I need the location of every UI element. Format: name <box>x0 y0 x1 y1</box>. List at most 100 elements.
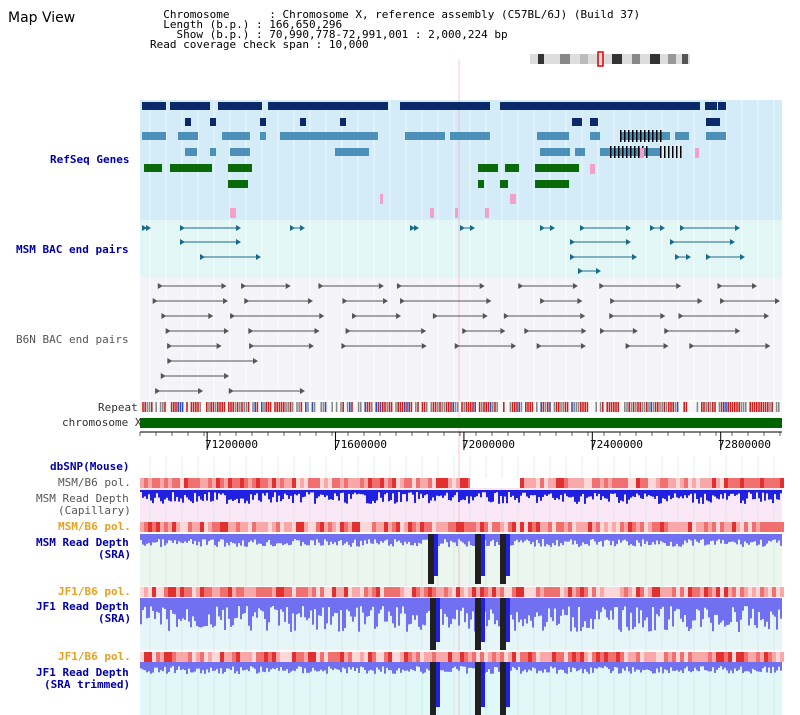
msm-b6-pol-strip-2 <box>248 522 252 532</box>
jf1-sra-depth-bar <box>714 598 716 615</box>
jf1-trimmed-depth-bar <box>674 662 676 671</box>
jf1-trimmed-depth-bar <box>696 662 698 671</box>
msm-b6-pol-strip-2 <box>672 522 676 532</box>
msm-capillary-depth-bar <box>532 490 534 496</box>
jf1-trimmed-depth-bar <box>562 662 564 671</box>
msm-capillary-depth-bar <box>152 490 154 504</box>
jf1-b6-pol-strip-2 <box>728 652 732 662</box>
msm-b6-pol-label-2[interactable]: MSM/B6 pol. <box>58 520 131 533</box>
jf1-trimmed-depth-bar <box>512 662 514 667</box>
msm-sra-depth-bar <box>560 534 562 544</box>
jf1-sra-depth-bar <box>758 598 760 612</box>
msm-b6-pol-strip-2 <box>520 522 524 532</box>
msm-b6-pol-strip-2 <box>548 522 552 532</box>
show-line: Show (b.p.) : 70,990,778-72,991,001 : 2,… <box>176 28 508 41</box>
jf1-sra-depth-bar <box>558 598 560 624</box>
jf1-sra-depth-bar <box>728 598 730 625</box>
msm-sra-depth-bar <box>526 534 528 540</box>
msm-b6-pol-strip <box>684 478 688 488</box>
jf1-b6-pol-strip <box>776 587 780 597</box>
jf1-b6-pol-strip <box>348 587 352 597</box>
repeat-mark <box>657 402 659 412</box>
repeat-mark <box>201 402 204 412</box>
msm-capillary-depth-bar <box>364 490 366 496</box>
jf1-trimmed-depth-bar <box>302 662 304 674</box>
jf1-sra-depth-bar <box>344 598 346 629</box>
msm-b6-pol-label-1[interactable]: MSM/B6 pol. <box>58 476 131 489</box>
msm-b6-pol-strip <box>172 478 176 488</box>
jf1-trimmed-depth-bar <box>168 662 170 672</box>
jf1-trimmed-depth-bar <box>216 662 218 670</box>
msm-sra-depth-bar <box>548 534 550 546</box>
b6n-bac-pair-end <box>581 328 587 334</box>
refseq-track-label[interactable]: RefSeq Genes <box>50 153 130 166</box>
msm-capillary-depth-bar <box>298 490 300 494</box>
jf1-b6-pol-strip <box>500 587 504 597</box>
msm-capillary-depth-bar <box>510 490 512 498</box>
repeat-mark <box>696 402 699 412</box>
jf1-trimmed-depth-bar <box>412 662 414 670</box>
jf1-b6-pol-strip <box>484 587 488 597</box>
msm-sra-depth-bar <box>716 534 718 541</box>
msm-bac-track-label[interactable]: MSM BAC end pairs <box>16 243 129 256</box>
jf1-trimmed-depth-bar <box>270 662 272 670</box>
jf1-sra-depth-bar <box>756 598 758 628</box>
jf1-b6-pol-label-1[interactable]: JF1/B6 pol. <box>58 585 131 598</box>
repeat-mark <box>263 402 265 412</box>
jf1-trimmed-depth-bar <box>146 662 148 673</box>
jf1-trimmed-depth-bar <box>268 662 270 672</box>
repeat-mark <box>219 402 221 412</box>
msm-b6-pol-strip-2 <box>192 522 196 532</box>
msm-b6-pol-strip-2 <box>532 522 536 532</box>
dbsnp-track-label[interactable]: dbSNP(Mouse) <box>50 460 130 473</box>
jf1-trimmed-depth-bar <box>582 662 584 674</box>
jf1-b6-pol-label-2[interactable]: JF1/B6 pol. <box>58 650 131 663</box>
jf1-b6-pol-strip-2 <box>428 652 432 662</box>
b6n-bac-pair-end <box>500 328 506 334</box>
jf1-b6-pol-strip <box>140 587 144 597</box>
jf1-trimmed-depth-bar <box>638 662 640 670</box>
jf1-sra-depth-bar <box>400 598 402 614</box>
b6n-bac-track-label[interactable]: B6N BAC end pairs <box>16 333 129 346</box>
repeat-mark <box>593 402 595 412</box>
b6n-bac-pair-end <box>678 313 684 319</box>
jf1-b6-pol-strip-2 <box>472 652 476 662</box>
repeat-mark <box>690 402 692 412</box>
msm-read-depth-capillary-label[interactable]: MSM Read Depth <box>36 492 129 505</box>
msm-sra-depth-bar <box>456 534 458 547</box>
jf1-sra-depth-bar <box>634 598 636 627</box>
repeat-mark <box>412 402 415 412</box>
jf1-trimmed-depth-bar <box>282 662 284 671</box>
jf1-trimmed-depth-bar <box>320 662 322 670</box>
msm-b6-pol-strip <box>456 478 460 488</box>
jf1-read-depth-sra-label[interactable]: JF1 Read Depth <box>36 600 129 613</box>
jf1-sra-depth-bar <box>314 598 316 610</box>
msm-sra-depth-bar <box>256 534 258 545</box>
msm-b6-pol-strip-2 <box>168 522 172 532</box>
msm-read-depth-sra-label[interactable]: MSM Read Depth <box>36 536 129 549</box>
jf1-b6-pol-strip-2 <box>196 652 200 662</box>
refseq-gene <box>280 132 378 140</box>
msm-capillary-depth-bar <box>430 490 432 501</box>
jf1-sra-depth-bar <box>236 598 238 618</box>
msm-b6-pol-strip <box>412 478 416 488</box>
chromosome-track-label[interactable]: chromosome X <box>62 416 142 429</box>
msm-sra-depth-bar <box>618 534 620 540</box>
repeat-track-label[interactable]: Repeat <box>98 401 138 414</box>
jf1-trimmed-depth-bar <box>572 662 574 668</box>
jf1-b6-pol-strip <box>508 587 512 597</box>
repeat-mark <box>652 402 655 412</box>
jf1-sra-depth-bar <box>186 598 188 610</box>
jf1-b6-pol-strip-2 <box>408 652 412 662</box>
msm-sra-depth-bar <box>426 534 428 540</box>
jf1-trimmed-depth-bar <box>522 662 524 672</box>
repeat-mark <box>646 402 648 412</box>
jf1-read-depth-trimmed-label[interactable]: JF1 Read Depth <box>36 666 129 679</box>
jf1-read-depth-sra-sub: (SRA) <box>98 612 132 625</box>
ideogram-band <box>538 54 544 64</box>
msm-b6-pol-strip-2 <box>476 522 480 532</box>
jf1-b6-pol-strip <box>376 587 380 597</box>
jf1-sra-depth-bar <box>414 598 416 620</box>
jf1-sra-depth-bar <box>262 598 264 612</box>
